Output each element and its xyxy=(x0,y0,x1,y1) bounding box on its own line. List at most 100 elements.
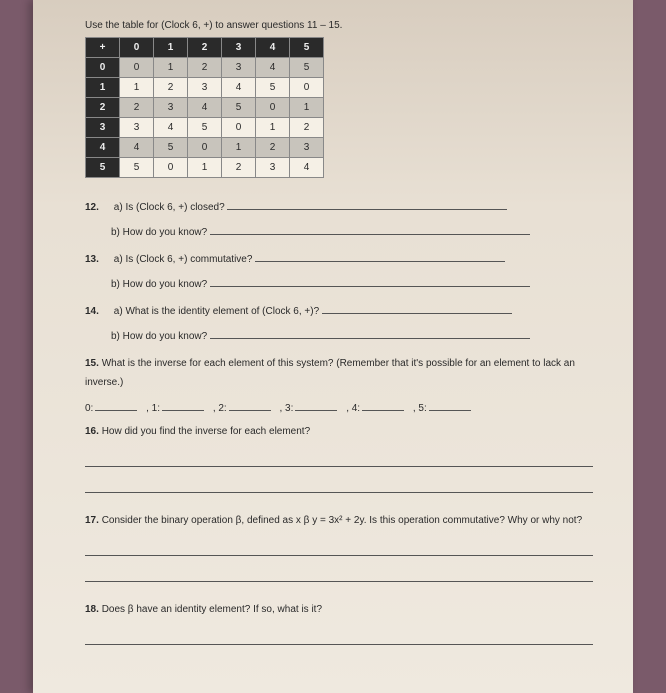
question-number: 18. xyxy=(85,604,99,615)
table-cell: 4 xyxy=(120,138,154,158)
row-label: 1 xyxy=(86,78,120,98)
table-header-cell: 4 xyxy=(256,38,290,58)
inverse-label: , 3: xyxy=(280,403,294,414)
table-cell: 4 xyxy=(154,118,188,138)
table-cell: 1 xyxy=(188,158,222,178)
table-header-cell: + xyxy=(86,38,120,58)
clock-6-table: + 0 1 2 3 4 5 0 0 1 2 3 4 5 1 1 2 3 4 5 … xyxy=(85,37,324,178)
answer-blank[interactable] xyxy=(210,328,530,339)
inverse-answer-row: 0: , 1: , 2: , 3: , 4: , 5: xyxy=(85,400,593,414)
question-text: b) How do you know? xyxy=(111,279,207,290)
table-row: 5 5 0 1 2 3 4 xyxy=(86,158,324,178)
table-cell: 4 xyxy=(222,78,256,98)
instruction-text: Use the table for (Clock 6, +) to answer… xyxy=(85,20,593,31)
question-text: b) How do you know? xyxy=(111,331,207,342)
table-header-cell: 3 xyxy=(222,38,256,58)
inverse-label: , 5: xyxy=(413,403,427,414)
question-number: 16. xyxy=(85,426,99,437)
table-cell: 0 xyxy=(154,158,188,178)
question-17: 17. Consider the binary operation β, def… xyxy=(85,511,593,530)
table-cell: 2 xyxy=(154,78,188,98)
table-header-cell: 2 xyxy=(188,38,222,58)
answer-line[interactable] xyxy=(85,453,593,467)
table-cell: 4 xyxy=(290,158,324,178)
table-header-cell: 5 xyxy=(290,38,324,58)
table-cell: 1 xyxy=(290,98,324,118)
table-cell: 2 xyxy=(222,158,256,178)
table-cell: 0 xyxy=(222,118,256,138)
table-header-cell: 1 xyxy=(154,38,188,58)
row-label: 5 xyxy=(86,158,120,178)
answer-blank[interactable] xyxy=(227,199,507,210)
table-cell: 0 xyxy=(120,58,154,78)
question-number: 17. xyxy=(85,515,99,526)
table-cell: 5 xyxy=(290,58,324,78)
question-12: 12. a) Is (Clock 6, +) closed? b) How do… xyxy=(85,198,593,242)
answer-line[interactable] xyxy=(85,542,593,556)
table-cell: 2 xyxy=(120,98,154,118)
question-16: 16. How did you find the inverse for eac… xyxy=(85,422,593,441)
question-number: 12. xyxy=(85,198,111,217)
answer-blank[interactable] xyxy=(95,400,137,411)
table-row: 2 2 3 4 5 0 1 xyxy=(86,98,324,118)
table-cell: 0 xyxy=(256,98,290,118)
table-cell: 2 xyxy=(290,118,324,138)
table-header-cell: 0 xyxy=(120,38,154,58)
table-cell: 3 xyxy=(256,158,290,178)
answer-line[interactable] xyxy=(85,479,593,493)
row-label: 2 xyxy=(86,98,120,118)
table-cell: 3 xyxy=(188,78,222,98)
question-text: a) Is (Clock 6, +) closed? xyxy=(114,202,225,213)
table-row: 4 4 5 0 1 2 3 xyxy=(86,138,324,158)
row-label: 4 xyxy=(86,138,120,158)
worksheet-page: Use the table for (Clock 6, +) to answer… xyxy=(33,0,633,693)
question-text: How did you find the inverse for each el… xyxy=(102,426,310,437)
table-cell: 3 xyxy=(154,98,188,118)
table-cell: 5 xyxy=(188,118,222,138)
table-header-row: + 0 1 2 3 4 5 xyxy=(86,38,324,58)
answer-blank[interactable] xyxy=(362,400,404,411)
question-text: Consider the binary operation β, defined… xyxy=(102,515,582,526)
inverse-label: , 4: xyxy=(346,403,360,414)
question-text: What is the inverse for each element of … xyxy=(85,358,575,388)
answer-blank[interactable] xyxy=(295,400,337,411)
answer-blank[interactable] xyxy=(210,224,530,235)
table-cell: 1 xyxy=(222,138,256,158)
table-cell: 5 xyxy=(222,98,256,118)
question-15: 15. What is the inverse for each element… xyxy=(85,354,593,392)
table-cell: 3 xyxy=(222,58,256,78)
answer-line[interactable] xyxy=(85,568,593,582)
table-cell: 3 xyxy=(120,118,154,138)
answer-blank[interactable] xyxy=(255,251,505,262)
question-text: a) Is (Clock 6, +) commutative? xyxy=(114,254,253,265)
question-number: 13. xyxy=(85,250,111,269)
answer-blank[interactable] xyxy=(162,400,204,411)
inverse-label: , 1: xyxy=(146,403,160,414)
question-13: 13. a) Is (Clock 6, +) commutative? b) H… xyxy=(85,250,593,294)
table-row: 1 1 2 3 4 5 0 xyxy=(86,78,324,98)
table-cell: 1 xyxy=(120,78,154,98)
row-label: 3 xyxy=(86,118,120,138)
question-text: a) What is the identity element of (Cloc… xyxy=(114,306,319,317)
answer-blank[interactable] xyxy=(210,276,530,287)
inverse-label: 0: xyxy=(85,403,93,414)
table-cell: 0 xyxy=(290,78,324,98)
table-cell: 5 xyxy=(256,78,290,98)
question-text: Does β have an identity element? If so, … xyxy=(102,604,322,615)
answer-line[interactable] xyxy=(85,631,593,645)
answer-blank[interactable] xyxy=(229,400,271,411)
table-cell: 5 xyxy=(120,158,154,178)
table-row: 3 3 4 5 0 1 2 xyxy=(86,118,324,138)
inverse-label: , 2: xyxy=(213,403,227,414)
table-cell: 4 xyxy=(256,58,290,78)
answer-blank[interactable] xyxy=(429,400,471,411)
question-text: b) How do you know? xyxy=(111,227,207,238)
table-row: 0 0 1 2 3 4 5 xyxy=(86,58,324,78)
table-cell: 4 xyxy=(188,98,222,118)
answer-blank[interactable] xyxy=(322,303,512,314)
question-18: 18. Does β have an identity element? If … xyxy=(85,600,593,619)
table-cell: 1 xyxy=(256,118,290,138)
question-number: 15. xyxy=(85,358,99,369)
question-14: 14. a) What is the identity element of (… xyxy=(85,302,593,346)
table-cell: 3 xyxy=(290,138,324,158)
